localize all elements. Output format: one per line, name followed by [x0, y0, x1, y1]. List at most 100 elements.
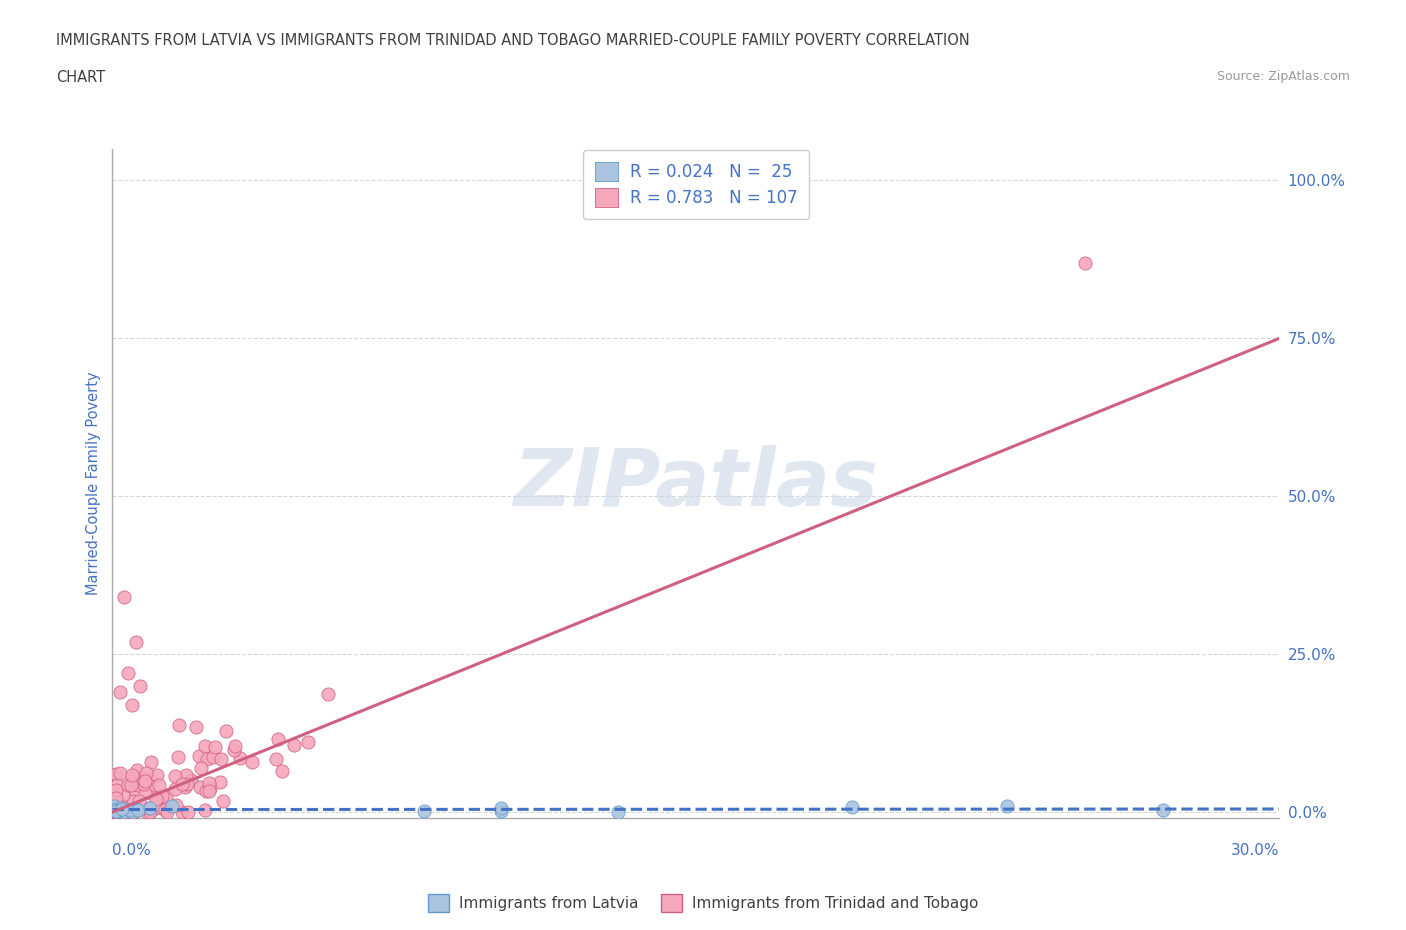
- Point: [141, 754, 163, 769]
- Point: [112, 804, 135, 819]
- Point: [156, 804, 179, 819]
- Point: [110, 800, 132, 815]
- Point: [108, 800, 131, 815]
- Point: [107, 804, 129, 819]
- Point: [134, 774, 156, 789]
- Point: [111, 804, 134, 819]
- Point: [111, 804, 134, 819]
- Legend: Immigrants from Latvia, Immigrants from Trinidad and Tobago: Immigrants from Latvia, Immigrants from …: [422, 888, 984, 918]
- Point: [105, 767, 128, 782]
- Point: [270, 764, 292, 778]
- Point: [110, 802, 132, 817]
- Text: IMMIGRANTS FROM LATVIA VS IMMIGRANTS FROM TRINIDAD AND TOBAGO MARRIED-COUPLE FAM: IMMIGRANTS FROM LATVIA VS IMMIGRANTS FRO…: [56, 33, 970, 47]
- Point: [242, 755, 264, 770]
- Point: [112, 590, 135, 604]
- Point: [105, 804, 128, 819]
- Point: [114, 802, 136, 817]
- Point: [215, 724, 238, 738]
- Point: [105, 804, 128, 819]
- Point: [110, 684, 132, 699]
- Point: [103, 798, 125, 813]
- Point: [297, 735, 319, 750]
- Point: [128, 793, 150, 808]
- Point: [195, 751, 218, 766]
- Point: [112, 804, 135, 819]
- Point: [190, 760, 212, 775]
- Point: [190, 779, 212, 794]
- Point: [197, 784, 219, 799]
- Point: [172, 777, 194, 791]
- Point: [491, 801, 513, 816]
- Point: [1152, 803, 1174, 817]
- Point: [105, 783, 128, 798]
- Point: [229, 751, 252, 765]
- Point: [120, 803, 142, 817]
- Point: [110, 804, 132, 819]
- Point: [139, 804, 162, 819]
- Point: [121, 804, 143, 819]
- Point: [139, 804, 162, 819]
- Point: [165, 797, 187, 812]
- Point: [110, 804, 132, 819]
- Point: [138, 777, 160, 792]
- Point: [160, 799, 183, 814]
- Point: [125, 763, 148, 777]
- Point: [122, 793, 145, 808]
- Point: [111, 800, 134, 815]
- Point: [138, 800, 160, 815]
- Point: [105, 802, 128, 817]
- Point: [134, 777, 156, 791]
- Point: [112, 804, 135, 819]
- Point: [145, 791, 167, 806]
- Point: [146, 767, 169, 782]
- Point: [224, 743, 246, 758]
- Point: [117, 804, 139, 819]
- Point: [200, 780, 222, 795]
- Point: [412, 804, 434, 818]
- Point: [204, 739, 226, 754]
- Point: [117, 666, 139, 681]
- Point: [120, 804, 142, 819]
- Point: [117, 777, 139, 792]
- Point: [105, 804, 128, 819]
- Point: [208, 775, 231, 790]
- Point: [112, 803, 135, 817]
- Point: [135, 765, 157, 780]
- Point: [194, 803, 217, 817]
- Point: [128, 678, 150, 693]
- Text: CHART: CHART: [56, 70, 105, 85]
- Point: [127, 803, 149, 817]
- Point: [117, 804, 139, 819]
- Point: [180, 773, 202, 788]
- Point: [169, 717, 191, 732]
- Point: [491, 804, 513, 818]
- Point: [121, 767, 143, 782]
- Point: [145, 790, 167, 804]
- Point: [114, 804, 136, 819]
- Point: [105, 777, 128, 792]
- Point: [841, 800, 863, 815]
- Point: [188, 749, 211, 764]
- Point: [124, 783, 146, 798]
- Point: [194, 784, 217, 799]
- Point: [105, 804, 128, 819]
- Point: [105, 804, 128, 819]
- Point: [1074, 255, 1097, 270]
- Point: [165, 769, 187, 784]
- Point: [173, 779, 195, 794]
- Point: [224, 738, 246, 753]
- Point: [125, 802, 148, 817]
- Point: [148, 777, 170, 792]
- Point: [105, 790, 128, 805]
- Point: [264, 751, 287, 766]
- Point: [122, 771, 145, 786]
- Point: [122, 804, 145, 819]
- Point: [316, 686, 339, 701]
- Point: [121, 698, 143, 712]
- Point: [138, 772, 160, 787]
- Point: [112, 788, 135, 803]
- Point: [120, 777, 142, 792]
- Point: [153, 803, 176, 817]
- Point: [134, 786, 156, 801]
- Text: Source: ZipAtlas.com: Source: ZipAtlas.com: [1216, 70, 1350, 83]
